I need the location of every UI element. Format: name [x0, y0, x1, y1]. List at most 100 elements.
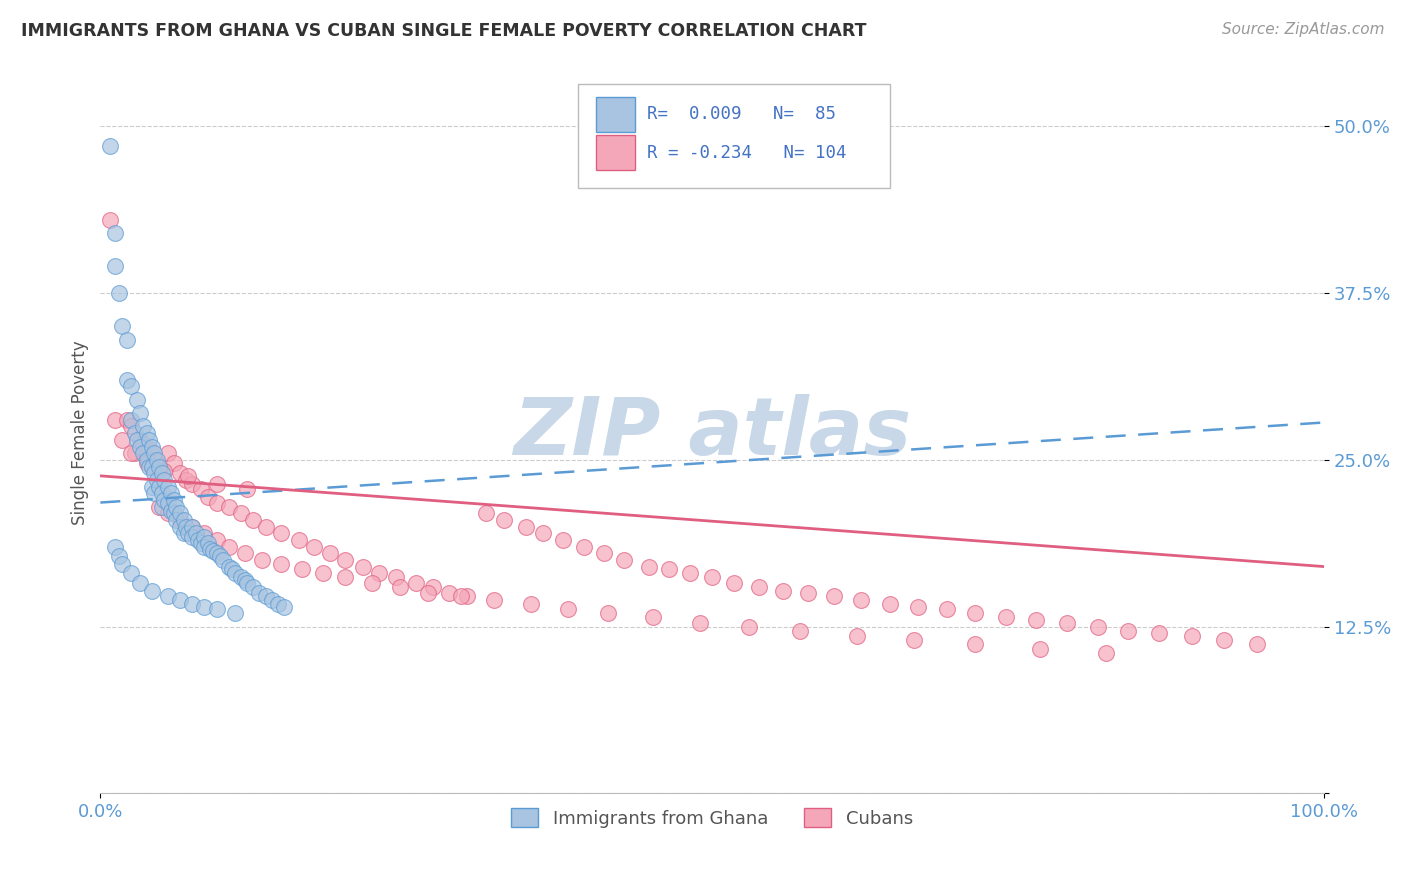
Point	[249, 586, 271, 600]
Point	[132, 446, 155, 460]
Point	[150, 486, 173, 500]
Point	[120, 419, 142, 434]
Point	[418, 586, 440, 600]
Point	[169, 466, 191, 480]
Point	[936, 602, 959, 616]
Point	[637, 559, 659, 574]
Point	[229, 506, 252, 520]
Point	[1095, 646, 1118, 660]
Point	[156, 506, 179, 520]
Point	[135, 456, 157, 470]
Point	[613, 553, 636, 567]
Point	[111, 319, 134, 334]
Point	[1181, 629, 1204, 643]
Point	[312, 566, 335, 581]
Point	[128, 433, 150, 447]
Point	[128, 575, 150, 590]
Point	[160, 503, 183, 517]
Point	[143, 486, 166, 500]
Point	[738, 619, 761, 633]
Point	[267, 597, 290, 611]
Point	[273, 599, 295, 614]
Point	[224, 607, 246, 621]
Point	[242, 513, 264, 527]
Point	[689, 615, 711, 630]
Point	[156, 446, 179, 460]
Point	[965, 637, 987, 651]
Point	[135, 450, 157, 465]
Point	[169, 519, 191, 533]
Point	[117, 373, 139, 387]
Point	[165, 500, 187, 514]
Point	[643, 610, 665, 624]
Point	[174, 473, 197, 487]
Point	[236, 575, 259, 590]
Point	[270, 526, 292, 541]
Point	[145, 453, 167, 467]
Point	[117, 413, 139, 427]
Point	[903, 632, 925, 647]
Point	[437, 586, 460, 600]
Point	[593, 546, 616, 560]
Point	[1025, 613, 1047, 627]
Point	[598, 607, 620, 621]
Point	[173, 526, 195, 541]
Point	[679, 566, 702, 581]
Point	[233, 546, 256, 560]
FancyBboxPatch shape	[596, 135, 636, 170]
Point	[143, 466, 166, 480]
Point	[965, 607, 987, 621]
Point	[120, 446, 142, 460]
Point	[141, 459, 163, 474]
Point	[422, 580, 444, 594]
Point	[143, 446, 166, 460]
Point	[205, 602, 228, 616]
Point	[233, 573, 256, 587]
Point	[1246, 637, 1268, 651]
Point	[190, 482, 212, 496]
Point	[456, 589, 478, 603]
Point	[205, 476, 228, 491]
Point	[994, 610, 1017, 624]
Point	[796, 586, 818, 600]
Point	[557, 602, 579, 616]
Point	[128, 406, 150, 420]
Point	[319, 546, 342, 560]
Point	[474, 506, 496, 520]
Point	[141, 440, 163, 454]
Point	[333, 553, 356, 567]
Point	[723, 575, 745, 590]
Point	[163, 456, 186, 470]
Point	[181, 597, 204, 611]
Point	[128, 440, 150, 454]
Point	[160, 486, 183, 500]
Point	[200, 542, 222, 557]
Point	[141, 583, 163, 598]
Point	[156, 589, 179, 603]
Point	[163, 492, 186, 507]
Point	[174, 519, 197, 533]
Point	[111, 433, 134, 447]
Point	[531, 526, 554, 541]
Point	[700, 570, 723, 584]
Point	[1147, 626, 1170, 640]
Point	[218, 500, 240, 514]
Text: R = -0.234   N= 104: R = -0.234 N= 104	[647, 144, 846, 161]
Point	[405, 575, 427, 590]
Point	[1087, 619, 1109, 633]
Point	[181, 519, 204, 533]
Point	[250, 553, 273, 567]
Point	[145, 473, 167, 487]
Point	[193, 530, 215, 544]
Point	[145, 453, 167, 467]
Point	[389, 580, 412, 594]
Legend: Immigrants from Ghana, Cubans: Immigrants from Ghana, Cubans	[503, 801, 921, 835]
Point	[205, 546, 228, 560]
Point	[98, 212, 121, 227]
Point	[138, 459, 160, 474]
Point	[845, 629, 868, 643]
Text: R=  0.009   N=  85: R= 0.009 N= 85	[647, 105, 837, 123]
Point	[187, 533, 209, 547]
Y-axis label: Single Female Poverty: Single Female Poverty	[72, 341, 89, 525]
Point	[197, 490, 219, 504]
